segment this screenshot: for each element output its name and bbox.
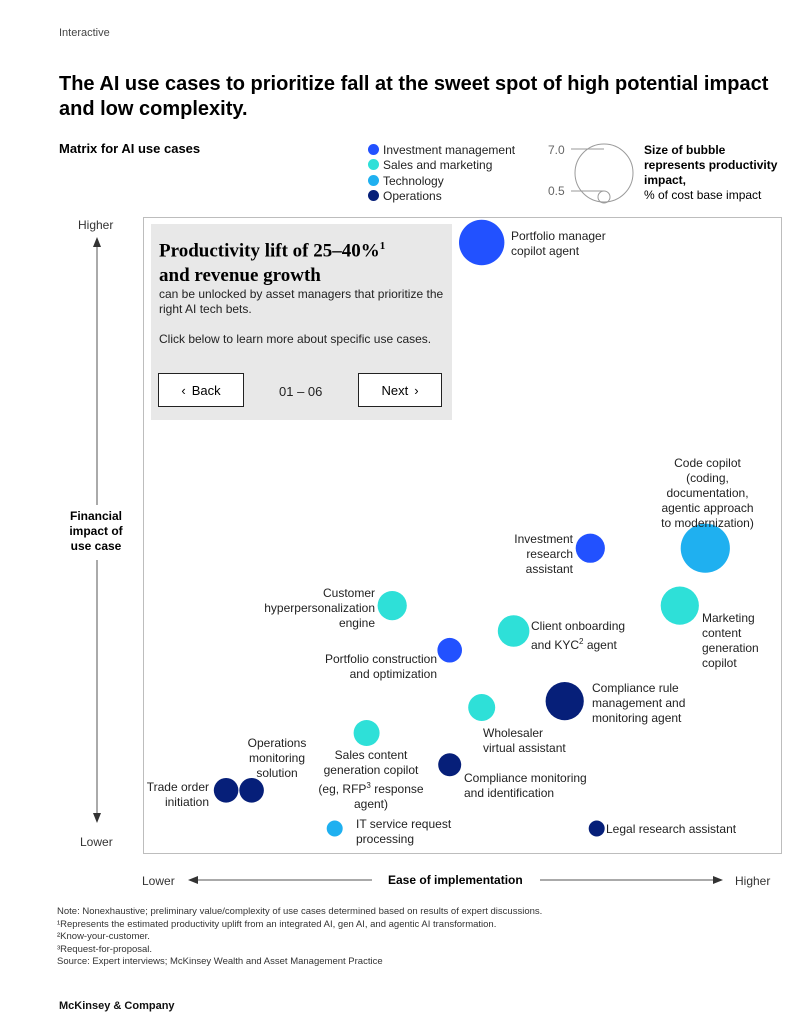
panel-heading: Productivity lift of 25–40%1 and revenue… xyxy=(159,234,449,288)
bubble-investment-research-assistant[interactable] xyxy=(575,533,605,563)
next-button[interactable]: Next › xyxy=(358,373,442,407)
bubble-label-it-service: IT service request processing xyxy=(356,817,452,846)
legend-item-investment: Investment management xyxy=(368,143,515,157)
bubble-legal-research-assistant[interactable] xyxy=(588,820,605,837)
bubble-label-pm-copilot: Portfolio manager copilot agent xyxy=(511,229,606,258)
bubble-label-investment-research: Investment research assistant xyxy=(514,532,573,576)
size-legend-small-circle xyxy=(597,190,611,204)
note-line: ¹Represents the estimated productivity u… xyxy=(57,918,497,930)
legend-item-operations: Operations xyxy=(368,189,442,203)
bubble-trade-order-initiation[interactable] xyxy=(213,778,239,803)
footnotes: Note: Nonexhaustive; preliminary value/c… xyxy=(57,906,542,969)
page-title: The AI use cases to prioritize fall at t… xyxy=(59,73,769,120)
bubble-label-trade-order: Trade order initiation xyxy=(146,780,209,809)
x-axis-title: Ease of implementation xyxy=(380,873,531,887)
y-axis-title: Financial impact of use case xyxy=(58,509,134,554)
bubble-marketing-content-generation-copilot[interactable] xyxy=(660,586,699,625)
legend-item-sales: Sales and marketing xyxy=(368,158,492,172)
bubble-label-compliance-rule: Compliance rule management and monitoring … xyxy=(592,681,686,725)
legend-label: Investment management xyxy=(383,143,516,157)
bubble-label-compliance-monitoring: Compliance monitoring and identification xyxy=(464,771,587,800)
info-panel: Productivity lift of 25–40%1 and revenue… xyxy=(151,224,452,420)
pager-indicator: 01 – 06 xyxy=(279,384,323,399)
bubble-label-wholesaler: Wholesaler virtual assistant xyxy=(483,726,566,755)
size-legend-big-value: 7.0 xyxy=(548,143,565,157)
size-legend-big-circle xyxy=(574,143,634,203)
eyebrow-label: Interactive xyxy=(59,27,110,39)
y-axis-lower-label: Lower xyxy=(80,835,113,849)
legend-dot xyxy=(368,190,379,201)
bubble-customer-hyperpersonalization-engine[interactable] xyxy=(377,591,407,621)
bubble-code-copilot-coding-documentation-agentic-approach-to-modernization[interactable] xyxy=(680,523,730,573)
bubble-wholesaler-virtual-assistant[interactable] xyxy=(468,694,496,721)
bubble-label-marketing: Marketing content generation copilot xyxy=(702,611,759,670)
panel-heading-footnote: 1 xyxy=(379,240,386,252)
panel-body: can be unlocked by asset managers that p… xyxy=(159,287,444,316)
size-legend-circles xyxy=(571,143,634,204)
size-legend-bold: Size of bubble represents productivity i… xyxy=(644,143,778,187)
bubble-compliance-rule-management-and-monitoring-agent[interactable] xyxy=(545,682,584,721)
bubble-label-client-onboarding: Client onboarding and KYC2 agent xyxy=(531,619,626,652)
bubble-compliance-monitoring-and-identification[interactable] xyxy=(438,753,462,777)
y-axis-arrow xyxy=(93,237,101,823)
bubble-label-sales-content: Sales content generation copilot (eg, RFP3… xyxy=(318,748,424,811)
chart-subtitle: Matrix for AI use cases xyxy=(59,141,201,156)
size-legend-small-value: 0.5 xyxy=(548,184,565,198)
bubble-label-code-copilot: Code copilot (coding, documentation, agenti… xyxy=(661,456,754,530)
x-axis-higher-label: Higher xyxy=(735,874,771,888)
legend-item-technology: Technology xyxy=(368,174,444,188)
bubble-layer xyxy=(213,219,730,837)
legend-label: Operations xyxy=(383,189,442,203)
bubble-portfolio-construction-and-optimization[interactable] xyxy=(437,637,463,663)
x-axis-arrow xyxy=(188,876,723,884)
chevron-right-icon: › xyxy=(414,382,419,398)
size-legend-note: Size of bubble represents productivity i… xyxy=(644,143,784,203)
size-legend-plain: % of cost base impact xyxy=(644,188,762,202)
back-button-label: Back xyxy=(191,382,221,398)
next-button-label: Next xyxy=(381,382,409,398)
brand-logo-text: McKinsey & Company xyxy=(59,1000,175,1012)
panel-heading-line1: Productivity lift of 25–40% xyxy=(159,240,380,262)
bubble-client-onboarding-and-kyc-agent[interactable] xyxy=(497,615,530,647)
note-line: Note: Nonexhaustive; preliminary value/c… xyxy=(57,906,543,917)
note-line: ²Know-your-customer. xyxy=(57,931,150,942)
legend-dot xyxy=(368,144,379,155)
bubble-label-operations-monitoring: Operations monitoring solution xyxy=(247,736,307,780)
back-button[interactable]: ‹ Back xyxy=(158,373,244,407)
bubble-label-hyperpersonalization: Customer hyperpersonalization engine xyxy=(264,586,375,630)
legend-dot xyxy=(368,159,379,170)
bubble-label-legal: Legal research assistant xyxy=(606,822,737,836)
legend-dot xyxy=(368,175,379,186)
panel-cta: Click below to learn more about specific… xyxy=(159,332,432,346)
x-axis-lower-label: Lower xyxy=(142,874,175,888)
bubble-portfolio-manager-copilot-agent[interactable] xyxy=(459,219,505,266)
legend-label: Technology xyxy=(383,174,444,188)
legend-label: Sales and marketing xyxy=(383,158,493,172)
bubble-sales-content-generation-copilot-eg-rfp-response-agent[interactable] xyxy=(353,720,380,746)
note-line: Source: Expert interviews; McKinsey Weal… xyxy=(57,956,383,967)
y-axis-higher-label: Higher xyxy=(78,218,114,232)
plot-frame xyxy=(143,217,782,854)
chevron-left-icon: ‹ xyxy=(181,382,186,398)
bubble-label-portfolio-construction: Portfolio construction and optimization xyxy=(324,652,437,681)
bubble-operations-monitoring-solution[interactable] xyxy=(239,778,264,803)
note-line: ³Request-for-proposal. xyxy=(57,943,153,955)
bubble-it-service-request-processing[interactable] xyxy=(326,820,343,837)
panel-heading-line2: and revenue growth xyxy=(159,265,321,287)
